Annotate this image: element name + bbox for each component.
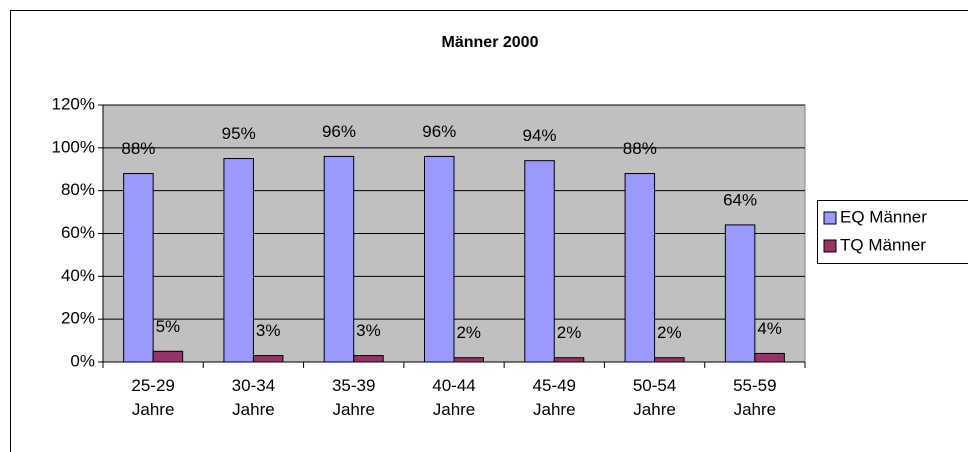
legend-box <box>817 200 968 264</box>
y-tick-label: 80% <box>61 180 95 199</box>
data-label: 96% <box>322 122 356 141</box>
y-tick-label: 100% <box>52 137 95 156</box>
x-tick-label: 40-44 Jahre <box>432 376 476 419</box>
y-tick-label: 40% <box>61 266 95 285</box>
data-label: 4% <box>757 319 782 338</box>
data-label: 3% <box>356 321 381 340</box>
legend-swatch <box>823 211 837 225</box>
data-label: 95% <box>222 124 256 143</box>
bar <box>553 357 585 363</box>
data-label: 2% <box>657 323 682 342</box>
bar <box>252 355 284 363</box>
bar <box>453 357 484 363</box>
bar <box>123 173 154 363</box>
legend-swatch <box>823 239 837 253</box>
bar <box>624 173 656 363</box>
bar <box>754 352 785 363</box>
data-label: 2% <box>456 323 481 342</box>
legend-label: EQ Männer <box>840 207 927 226</box>
x-tick-label: 50-54 Jahre <box>632 376 677 419</box>
data-label: 96% <box>422 122 456 141</box>
y-tick-label: 20% <box>61 309 95 328</box>
bar <box>724 224 756 363</box>
data-label: 64% <box>723 190 757 209</box>
data-label: 88% <box>623 139 657 158</box>
data-label: 94% <box>523 126 557 145</box>
x-tick-label: 25-29 Jahre <box>131 376 175 419</box>
y-tick-label: 0% <box>70 351 95 370</box>
x-tick-label: 35-39 Jahre <box>331 376 376 419</box>
y-tick-label: 120% <box>52 94 95 113</box>
bar <box>353 355 384 363</box>
bar <box>424 155 455 363</box>
data-label: 2% <box>557 323 582 342</box>
bar <box>654 357 685 363</box>
x-tick-label: 45-49 Jahre <box>532 376 577 419</box>
legend-label: TQ Männer <box>840 235 926 254</box>
data-label: 3% <box>256 321 281 340</box>
x-tick-label: 55-59 Jahre <box>733 376 777 419</box>
bar <box>152 350 184 363</box>
y-tick-label: 60% <box>61 223 95 242</box>
bar <box>323 155 355 363</box>
data-label: 5% <box>156 317 181 336</box>
x-tick-label: 30-34 Jahre <box>231 376 276 419</box>
bar <box>524 160 555 363</box>
data-label: 88% <box>121 139 155 158</box>
bar <box>223 158 254 363</box>
chart-title: Männer 2000 <box>442 34 539 51</box>
